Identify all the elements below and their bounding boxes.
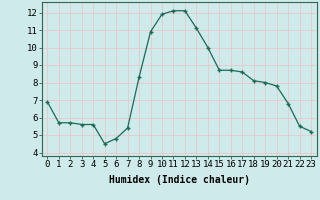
X-axis label: Humidex (Indice chaleur): Humidex (Indice chaleur): [109, 175, 250, 185]
